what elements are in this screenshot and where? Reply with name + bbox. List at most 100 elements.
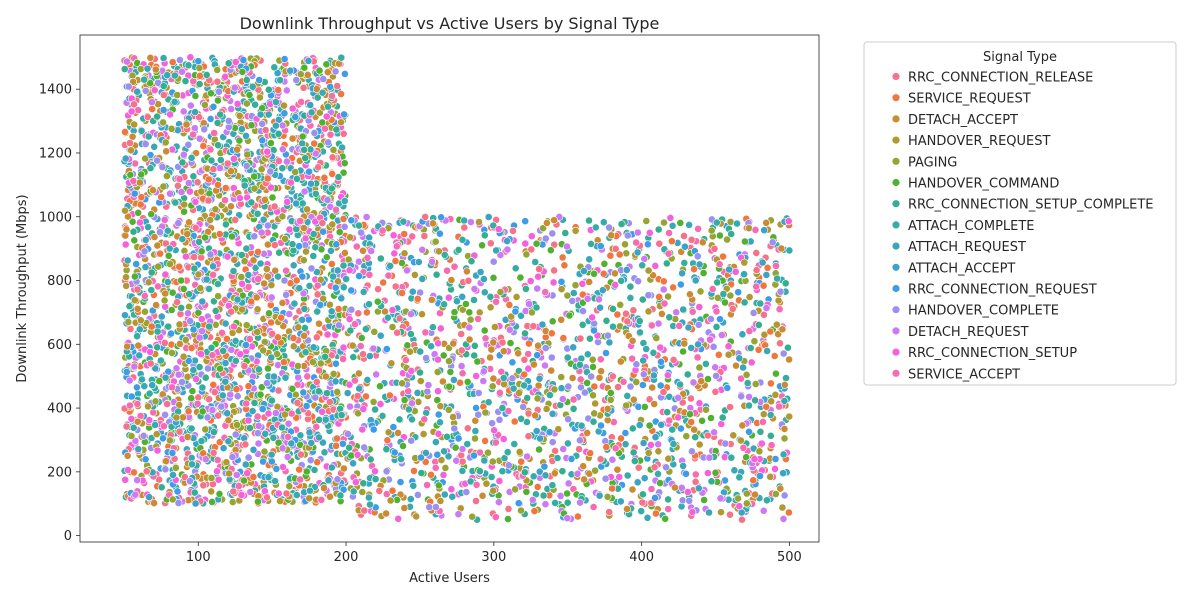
data-point: [270, 202, 279, 211]
data-point: [357, 228, 365, 237]
data-point: [300, 187, 309, 196]
data-point: [659, 388, 668, 396]
data-point: [527, 232, 536, 241]
data-point: [370, 327, 379, 336]
data-point: [303, 372, 312, 381]
data-point: [205, 322, 213, 331]
data-point: [130, 120, 139, 129]
data-point: [458, 235, 467, 244]
data-point: [196, 284, 205, 293]
data-point: [495, 415, 504, 424]
data-point: [243, 150, 252, 159]
data-point: [472, 480, 481, 489]
data-point: [278, 145, 287, 154]
data-point: [408, 287, 417, 296]
data-point: [735, 502, 744, 511]
data-point: [161, 270, 170, 279]
data-point: [676, 380, 684, 389]
data-point: [755, 447, 764, 456]
data-point: [569, 404, 578, 413]
data-point: [331, 359, 340, 368]
data-point: [746, 344, 755, 352]
data-point: [340, 248, 349, 257]
data-point: [323, 330, 332, 339]
data-point: [388, 306, 397, 314]
data-point: [495, 388, 504, 397]
data-point: [297, 450, 305, 459]
data-point: [278, 212, 287, 221]
data-point: [274, 386, 283, 395]
data-point: [486, 303, 495, 312]
data-point: [282, 266, 290, 275]
data-point: [558, 395, 567, 403]
data-point: [140, 75, 149, 84]
data-point: [553, 454, 562, 462]
data-point: [626, 282, 635, 291]
data-point: [242, 76, 251, 84]
data-point: [647, 440, 655, 449]
data-point: [183, 372, 192, 381]
data-point: [318, 407, 326, 416]
data-point: [776, 287, 785, 296]
data-point: [489, 486, 498, 495]
data-point: [144, 223, 152, 231]
data-point: [738, 421, 747, 430]
data-point: [266, 139, 275, 147]
data-point: [403, 266, 411, 275]
data-point: [574, 512, 582, 521]
data-point: [780, 424, 789, 433]
data-point: [720, 453, 729, 462]
data-point: [685, 220, 693, 229]
data-point: [242, 244, 251, 253]
data-point: [121, 240, 130, 249]
data-point: [628, 336, 637, 345]
data-point: [121, 475, 130, 484]
data-point: [444, 405, 453, 414]
data-point: [123, 342, 132, 351]
data-point: [337, 411, 346, 419]
data-point: [324, 138, 332, 147]
data-point: [547, 329, 556, 338]
data-point: [590, 409, 599, 418]
data-point: [633, 478, 642, 487]
data-point: [253, 328, 262, 336]
data-point: [633, 228, 642, 237]
data-point: [400, 396, 409, 404]
data-point: [420, 415, 429, 424]
data-point: [164, 251, 173, 260]
data-point: [563, 489, 571, 498]
data-point: [413, 294, 422, 303]
data-point: [660, 218, 668, 227]
data-point: [617, 276, 626, 285]
data-point: [263, 147, 272, 156]
data-point: [245, 424, 254, 432]
data-point: [767, 441, 776, 450]
data-point: [388, 486, 397, 495]
data-point: [489, 338, 498, 347]
data-point: [719, 290, 728, 298]
data-point: [532, 427, 541, 435]
data-point: [607, 231, 616, 240]
data-point: [121, 206, 129, 215]
data-point: [738, 330, 747, 339]
data-point: [199, 142, 208, 150]
data-point: [523, 452, 531, 461]
data-point: [376, 400, 385, 408]
data-point: [150, 86, 159, 95]
data-point: [197, 187, 206, 196]
data-point: [396, 478, 405, 486]
data-point: [161, 465, 170, 474]
data-point: [316, 300, 325, 309]
data-point: [282, 290, 290, 299]
data-point: [677, 424, 685, 433]
data-point: [418, 245, 427, 254]
data-point: [231, 215, 240, 224]
data-point: [161, 289, 170, 298]
data-point: [372, 370, 381, 379]
data-point: [775, 402, 783, 411]
data-point: [457, 330, 466, 338]
data-point: [214, 411, 223, 420]
data-point: [264, 110, 273, 119]
data-point: [362, 392, 370, 401]
data-point: [240, 257, 249, 266]
